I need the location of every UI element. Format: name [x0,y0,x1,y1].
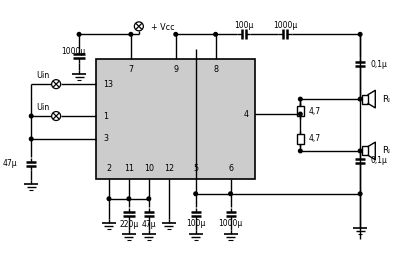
Text: 220μ: 220μ [119,220,138,229]
Text: 3: 3 [103,134,108,144]
Text: Rₗ: Rₗ [382,94,390,104]
Circle shape [214,33,217,36]
Text: 4,7: 4,7 [308,134,320,144]
Circle shape [129,33,133,36]
Circle shape [77,33,81,36]
Circle shape [358,97,362,101]
Text: 1: 1 [103,112,108,121]
Circle shape [358,192,362,196]
Circle shape [298,97,302,101]
Text: 12: 12 [164,164,174,173]
Bar [362,95,368,104]
Text: Uin: Uin [36,71,50,80]
Text: 0,1μ: 0,1μ [370,60,387,69]
Circle shape [107,197,111,201]
Text: 47μ: 47μ [3,159,17,168]
Bar [96,59,256,179]
Circle shape [358,33,362,36]
Bar [297,106,304,116]
Circle shape [358,149,362,153]
Text: 10: 10 [144,164,154,173]
Circle shape [30,114,33,118]
Text: 11: 11 [124,164,134,173]
Text: Uin: Uin [36,103,50,112]
Text: 1000μ: 1000μ [61,47,85,56]
Text: 4: 4 [244,109,248,119]
Text: 13: 13 [103,80,113,89]
Text: 1000μ: 1000μ [218,219,243,228]
Text: 7: 7 [128,65,134,74]
Text: Rₗ: Rₗ [382,146,390,155]
Text: 9: 9 [173,65,178,74]
Text: 2: 2 [106,164,112,173]
Circle shape [30,137,33,141]
Circle shape [298,112,302,116]
Circle shape [174,33,178,36]
Text: 4,7: 4,7 [308,106,320,116]
Text: 47μ: 47μ [142,220,156,229]
Text: + Vcc: + Vcc [151,23,174,32]
Bar [362,147,368,155]
Text: 6: 6 [228,164,233,173]
Circle shape [298,149,302,153]
Text: 100μ: 100μ [186,219,205,228]
Bar [297,134,304,144]
Circle shape [147,197,151,201]
Text: 0,1μ: 0,1μ [370,156,387,165]
Text: 8: 8 [213,65,218,74]
Text: 100μ: 100μ [234,21,253,30]
Circle shape [194,192,198,196]
Text: 1000μ: 1000μ [273,21,298,30]
Text: 5: 5 [193,164,198,173]
Circle shape [229,192,232,196]
Circle shape [127,197,131,201]
